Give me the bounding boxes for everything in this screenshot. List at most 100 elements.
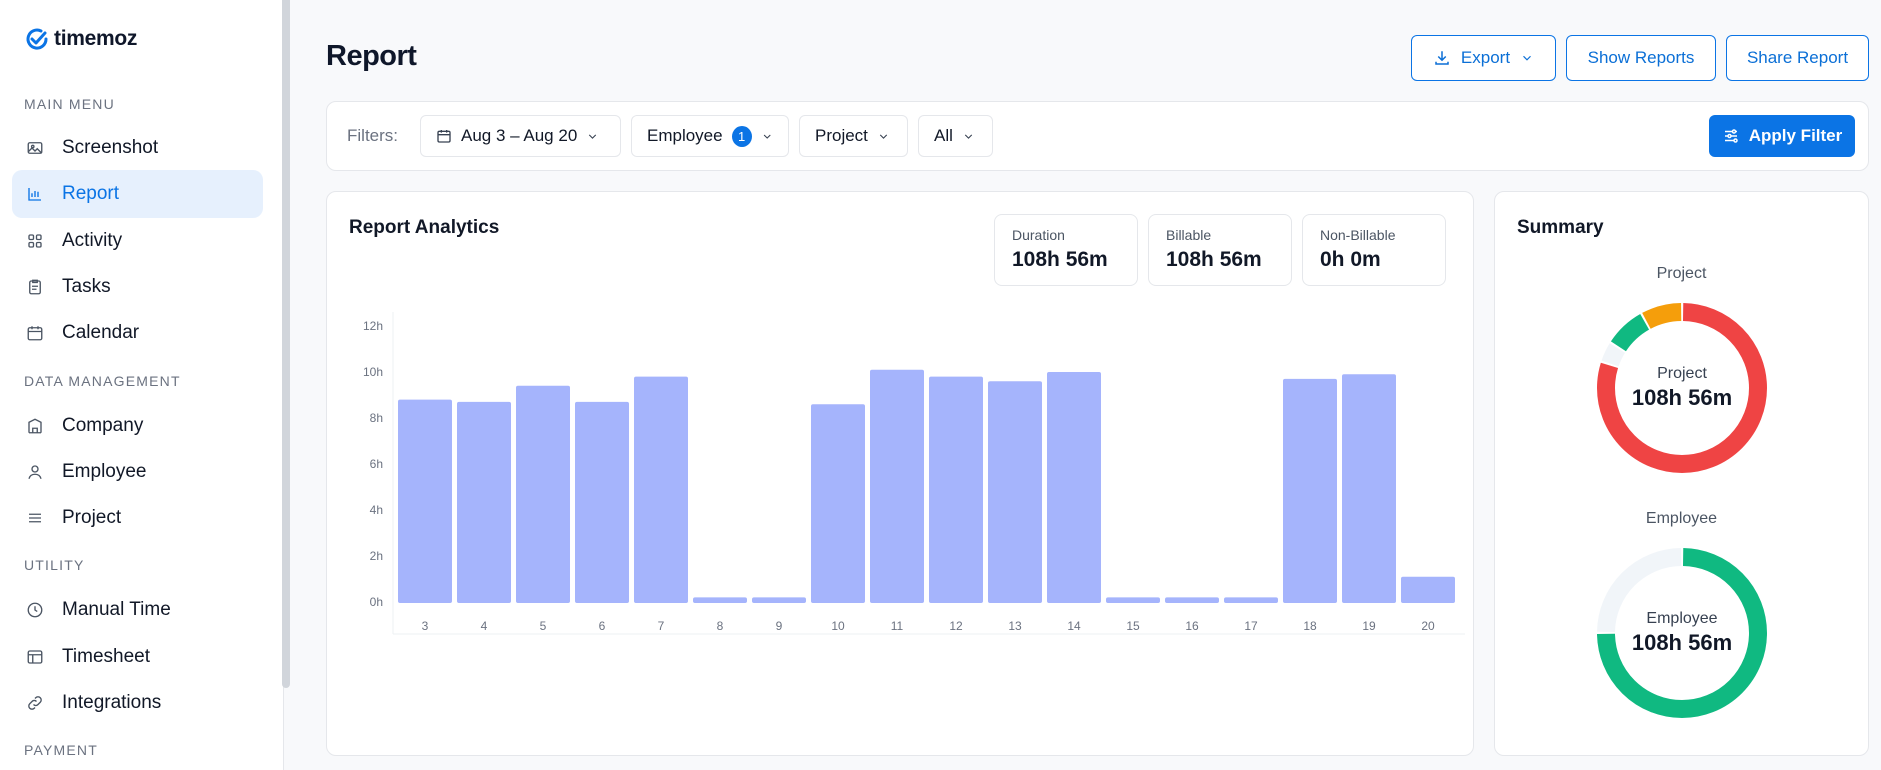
stat-duration: Duration 108h 56m (994, 214, 1138, 286)
brand-logo[interactable]: timemoz (24, 26, 137, 52)
sidebar-item-activity[interactable]: Activity (12, 217, 263, 265)
project-donut-chart (1597, 303, 1767, 473)
brand-name: timemoz (54, 27, 138, 50)
nav-section-heading: PAYMENT (24, 742, 98, 758)
bar-7 (634, 376, 688, 603)
sidebar-item-timesheet[interactable]: Timesheet (12, 633, 263, 681)
sidebar-item-integrations[interactable]: Integrations (12, 679, 263, 727)
export-button[interactable]: Export (1411, 35, 1556, 81)
page-title: Report (326, 40, 417, 72)
apply-filter-button[interactable]: Apply Filter (1709, 115, 1855, 157)
nav-section-heading: MAIN MENU (24, 96, 115, 112)
billable-filter[interactable]: All (918, 115, 993, 157)
sidebar-item-tasks[interactable]: Tasks (12, 263, 263, 311)
project-donut-title: Project (1656, 265, 1707, 282)
date-range-picker[interactable]: Aug 3 – Aug 20 (420, 115, 621, 157)
sidebar-item-label: Project (62, 507, 122, 528)
sidebar-item-calendar[interactable]: Calendar (12, 309, 263, 357)
sidebar-item-project[interactable]: Project (12, 494, 263, 542)
employee-filter[interactable]: Employee 1 (631, 115, 789, 157)
bar-9 (752, 597, 806, 603)
y-tick-label: 0h (370, 595, 383, 609)
sidebar-item-label: Timesheet (62, 646, 150, 667)
employee-filter-label: Employee (647, 126, 723, 145)
building-icon (26, 417, 44, 435)
summary-title: Summary (1517, 217, 1604, 238)
sidebar-item-label: Employee (62, 461, 147, 482)
bar-chart-icon (26, 185, 44, 203)
calendar-icon (437, 130, 451, 143)
chevron-down-icon (1523, 55, 1531, 61)
show-reports-label: Show Reports (1587, 48, 1695, 67)
y-tick-label: 12h (363, 319, 383, 333)
export-label: Export (1460, 48, 1511, 67)
bar-13 (988, 381, 1042, 603)
bar-4 (457, 401, 511, 603)
bar-8 (693, 597, 747, 603)
sidebar-item-label: Manual Time (62, 599, 171, 620)
x-tick-label: 19 (1362, 619, 1376, 633)
sidebar-item-label: Screenshot (62, 137, 159, 158)
date-range-value: Aug 3 – Aug 20 (461, 126, 578, 145)
x-tick-label: 17 (1244, 619, 1258, 633)
x-tick-label: 9 (776, 619, 783, 633)
share-report-button[interactable]: Share Report (1726, 35, 1869, 81)
grid-icon (26, 232, 44, 250)
x-tick-label: 16 (1185, 619, 1199, 633)
x-tick-label: 15 (1126, 619, 1140, 633)
bar-14 (1047, 372, 1101, 603)
project-donut-segment-0 (1597, 303, 1767, 473)
x-tick-label: 18 (1303, 619, 1317, 633)
sidebar-item-screenshot[interactable]: Screenshot (12, 124, 263, 172)
calendar-icon (26, 324, 44, 342)
summary-card: Summary Project Project 108h 56m Employe… (1494, 191, 1869, 756)
list-icon (26, 509, 44, 527)
x-tick-label: 14 (1067, 619, 1081, 633)
chevron-down-icon (879, 133, 888, 139)
sidebar-item-employee[interactable]: Employee (12, 448, 263, 496)
sidebar-scrollbar[interactable] (282, 0, 290, 688)
stat-label: Duration (1012, 227, 1065, 243)
table-icon (26, 648, 44, 666)
x-tick-label: 8 (717, 619, 724, 633)
donut-center-label: Project (1657, 365, 1707, 382)
project-donut-center: Project 108h 56m (1602, 365, 1762, 411)
chevron-down-icon (589, 133, 597, 139)
sidebar-item-company[interactable]: Company (12, 402, 263, 450)
x-tick-label: 20 (1421, 619, 1435, 633)
filters-label: Filters: (347, 126, 398, 145)
image-icon (26, 139, 44, 157)
apply-filter-label: Apply Filter (1748, 126, 1843, 145)
x-tick-label: 12 (949, 619, 963, 633)
stat-label: Non-Billable (1320, 227, 1396, 243)
project-filter-label: Project (815, 126, 868, 145)
y-tick-label: 4h (370, 503, 383, 517)
x-tick-label: 11 (891, 619, 904, 633)
donut-center-label: Employee (1646, 610, 1718, 627)
show-reports-button[interactable]: Show Reports (1566, 35, 1716, 81)
bar-19 (1342, 374, 1396, 603)
stat-value: 108h 56m (1012, 248, 1108, 271)
share-report-label: Share Report (1746, 48, 1849, 67)
sidebar-item-report[interactable]: Report (12, 170, 263, 218)
x-tick-label: 10 (831, 619, 845, 633)
download-icon (1435, 51, 1449, 65)
billable-filter-label: All (934, 126, 953, 145)
y-tick-label: 8h (370, 411, 383, 425)
donut-center-value: 108h 56m (1631, 630, 1733, 655)
x-tick-label: 6 (599, 619, 606, 633)
bar-20 (1401, 576, 1455, 603)
employee-donut-center: Employee 108h 56m (1602, 610, 1762, 656)
sidebar-item-manual-time[interactable]: Manual Time (12, 586, 263, 634)
stat-billable: Billable 108h 56m (1148, 214, 1292, 286)
sidebar-item-label: Report (62, 183, 120, 204)
project-filter[interactable]: Project (799, 115, 908, 157)
x-tick-label: 13 (1008, 619, 1022, 633)
sidebar-item-label: Tasks (62, 276, 111, 297)
employee-donut-title: Employee (1645, 510, 1718, 527)
employee-donut-segment-0 (1597, 548, 1767, 718)
report-analytics-card: Report Analytics Duration 108h 56m Billa… (326, 191, 1474, 756)
clock-icon (26, 601, 44, 619)
bar-10 (811, 404, 865, 603)
bar-5 (516, 385, 570, 603)
